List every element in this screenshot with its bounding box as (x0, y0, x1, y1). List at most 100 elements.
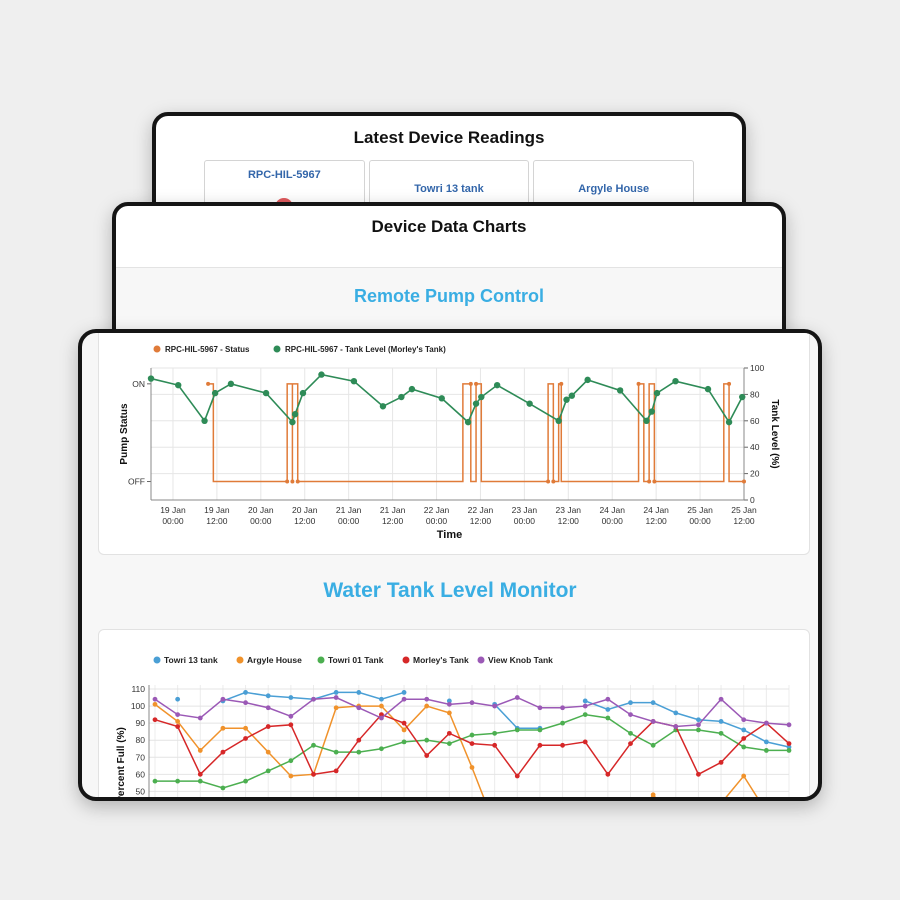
tank-level-chart-card: Towri 13 tank Argyle House Towri 01 Tank Mo… (98, 629, 810, 797)
y-tick-label: 50 (136, 786, 146, 796)
series-point (401, 696, 407, 702)
series-point (243, 700, 248, 706)
left-tick-label: ON (132, 379, 145, 389)
x-tick-time: 00:00 (602, 516, 624, 526)
x-tick-time: 12:00 (206, 516, 228, 526)
series-point (356, 690, 362, 695)
right-tick-label: 100 (750, 363, 764, 373)
reading-card-label: Towri 13 tank (414, 183, 484, 195)
tank-level-point (555, 417, 562, 424)
x-tick-day: 24 Jan (599, 505, 625, 515)
tank-level-point (563, 396, 570, 403)
legend-marker (153, 656, 161, 664)
series-point (786, 741, 792, 747)
pump-chart-card: RPC-HIL-5967 - Status RPC-HIL-5967 - Tank… (98, 333, 810, 555)
x-tick-time: 00:00 (426, 516, 448, 526)
x-tick-day: 19 Jan (160, 505, 186, 515)
water-tank-monitor-title: Water Tank Level Monitor (323, 579, 577, 602)
series-point (446, 710, 452, 716)
series-point (175, 778, 181, 784)
tank-level-point (350, 378, 358, 385)
legend-label: Towri 01 Tank (328, 655, 384, 665)
series-point (401, 727, 407, 733)
series-point (288, 713, 294, 719)
x-tick-day: 20 Jan (248, 505, 274, 515)
series-point (220, 785, 226, 791)
series-point (537, 727, 543, 733)
series-point (469, 741, 475, 747)
series-point (288, 773, 294, 779)
y-axis-title-right: Tank Level (%) (769, 399, 780, 468)
x-tick-day: 20 Jan (292, 505, 318, 515)
x-tick-time: 00:00 (338, 516, 360, 526)
y-tick-label: 70 (136, 752, 146, 762)
x-tick-day: 19 Jan (204, 505, 230, 515)
status-point (647, 479, 652, 484)
series-point (356, 737, 362, 743)
y-tick-label: 90 (136, 718, 146, 728)
x-tick-day: 25 Jan (687, 505, 713, 515)
series-point (741, 717, 747, 723)
series-point (560, 705, 565, 711)
tank-level-point (211, 389, 219, 397)
series-point (379, 715, 384, 721)
series-point (628, 741, 633, 747)
series-point (673, 710, 679, 716)
series-point (379, 746, 384, 752)
series-point (333, 749, 339, 755)
series-point (379, 703, 384, 709)
series-point (582, 703, 588, 709)
status-point (742, 479, 746, 484)
series-point (696, 727, 701, 733)
series-point (288, 758, 294, 764)
series-point (356, 749, 362, 755)
series-point (446, 730, 452, 736)
legend-marker (402, 656, 410, 664)
series-point (175, 712, 181, 717)
x-tick-day: 23 Jan (556, 505, 582, 515)
series-point (696, 771, 701, 777)
tank-level-point (648, 408, 655, 415)
series-point (424, 703, 430, 709)
legend-label: Morley's Tank (413, 655, 469, 665)
series-point (605, 696, 611, 702)
series-point (605, 707, 611, 712)
right-tick-label: 60 (750, 416, 760, 426)
status-point (546, 479, 551, 484)
x-tick-day: 23 Jan (512, 505, 538, 515)
y-axis-title-left: Pump Status (119, 403, 130, 465)
reading-card-label: Argyle House (578, 183, 650, 195)
series-point (673, 724, 679, 729)
pump-control-chart: RPC-HIL-5967 - Status RPC-HIL-5967 - Tank… (119, 345, 780, 541)
series-point (424, 737, 430, 743)
series-point (243, 736, 248, 741)
tank-level-chart: Towri 13 tank Argyle House Towri 01 Tank Mo… (116, 655, 792, 797)
series-point (696, 717, 701, 723)
series-point (197, 715, 203, 721)
series-point (560, 742, 565, 748)
x-tick-time: 12:00 (558, 516, 580, 526)
tank-level-point (653, 389, 661, 397)
series-point (560, 720, 565, 726)
series-point (152, 717, 158, 723)
right-tick-label: 40 (750, 442, 760, 452)
series-point (492, 730, 498, 736)
series-point (424, 753, 430, 758)
series-point (469, 732, 475, 738)
series-point (650, 719, 656, 724)
series-point (650, 742, 656, 748)
tank-level-point (318, 371, 325, 378)
legend-label: RPC-HIL-5967 - Status (165, 345, 250, 354)
tank-level-point (725, 418, 733, 426)
status-point (551, 479, 556, 484)
right-tick-label: 80 (750, 389, 760, 399)
charts-detail-panel: RPC-HIL-5967 - Status RPC-HIL-5967 - Tank… (78, 329, 822, 801)
series-point (514, 695, 520, 700)
series-point (152, 778, 158, 784)
tank-level-point (408, 385, 416, 393)
series-point (356, 705, 362, 711)
x-tick-day: 24 Jan (643, 505, 669, 515)
tank-level-point (398, 393, 405, 401)
series-point (446, 701, 452, 707)
series-point (311, 771, 316, 777)
